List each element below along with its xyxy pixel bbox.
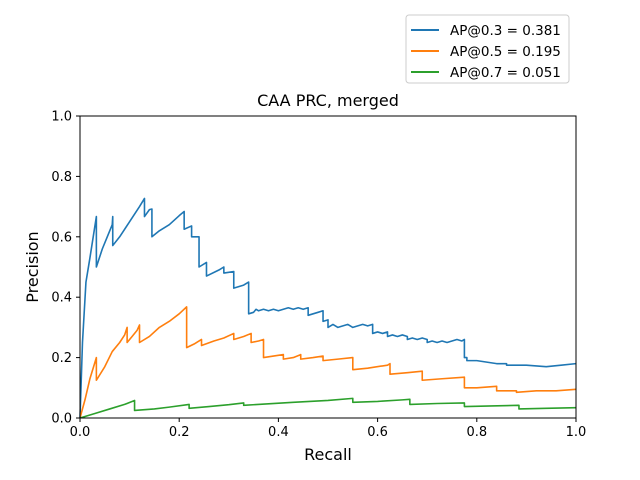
legend-label-1: AP@0.3 = 0.381 bbox=[450, 23, 561, 39]
y-axis-title: Precision bbox=[23, 231, 42, 302]
x-tick-label: 0.8 bbox=[466, 425, 487, 440]
chart-title: CAA PRC, merged bbox=[257, 91, 399, 110]
x-tick-label: 0.0 bbox=[70, 425, 91, 440]
legend-box bbox=[405, 14, 570, 84]
y-tick-label: 0.6 bbox=[51, 230, 72, 245]
series-line-3 bbox=[79, 397, 577, 418]
x-tick-label: 1.0 bbox=[566, 425, 587, 440]
plot-frame bbox=[79, 115, 577, 419]
tick-layer: 0.0 0.2 0.4 0.6 0.8 1.0 0.0 0.2 0.4 0.6 0.8 1.0 bbox=[51, 110, 586, 441]
legend: AP@0.3 = 0.381 AP@0.5 = 0.195 AP@0.7 = 0.0… bbox=[405, 14, 570, 84]
x-tick-label: 0.2 bbox=[169, 425, 190, 440]
x-tick-label: 0.4 bbox=[268, 425, 289, 440]
y-tick-label: 0.8 bbox=[51, 170, 72, 185]
x-tick-label: 0.6 bbox=[367, 425, 388, 440]
legend-label-2: AP@0.5 = 0.195 bbox=[450, 44, 561, 60]
y-tick-label: 0.2 bbox=[51, 351, 72, 366]
legend-label-3: AP@0.7 = 0.051 bbox=[450, 65, 561, 81]
y-tick-label: 1.0 bbox=[51, 110, 72, 125]
x-axis-title: Recall bbox=[304, 445, 352, 464]
y-tick-label: 0.4 bbox=[51, 291, 72, 306]
series-layer bbox=[79, 197, 577, 418]
series-line-2 bbox=[79, 306, 577, 418]
series-line-1 bbox=[79, 197, 577, 418]
y-tick-label: 0.0 bbox=[51, 412, 72, 427]
